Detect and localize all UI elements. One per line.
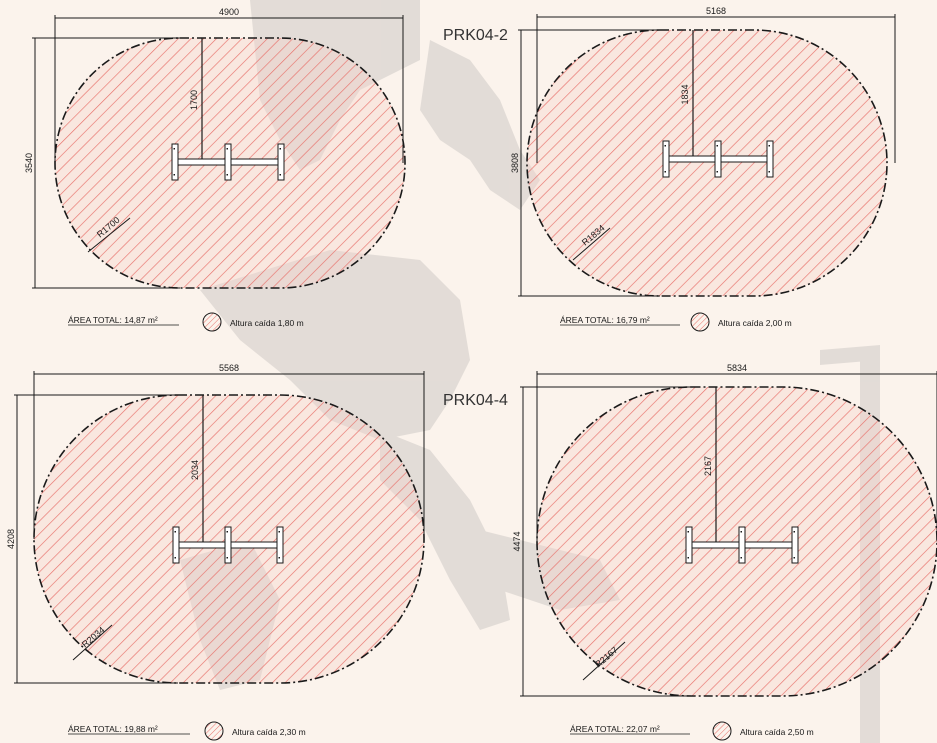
area-total-label: ÁREA TOTAL: 16,79 m² [560,315,650,325]
fall-height-label: Altura caída 2,50 m [740,727,814,737]
height-label: 4208 [6,529,16,549]
legend-hatch-icon [204,721,224,741]
radius-leader-line [72,624,113,661]
safety-zone-outline [526,29,888,297]
height-label: 3808 [510,153,520,173]
width-label: 5834 [727,363,747,373]
equipment-plan [171,143,285,181]
height-label: 3540 [24,153,34,173]
model-label-bottom: PRK04-4 [443,392,508,409]
area-total-label: ÁREA TOTAL: 19,88 m² [68,724,158,734]
radius-vertical-label: 2034 [190,460,200,480]
width-label: 4900 [219,7,239,17]
legend-hatch-icon [690,312,710,332]
model-label-top: PRK04-2 [443,27,508,44]
radius-vertical-label: 2167 [703,456,713,476]
height-label: 4474 [512,531,522,551]
equipment-plan [662,140,774,178]
equipment-plan [685,526,799,564]
radius-leader-line [87,217,131,253]
fall-height-label: Altura caída 2,00 m [718,318,792,328]
width-label: 5168 [706,6,726,16]
legend-hatch-icon [202,312,222,332]
width-label: 5568 [219,363,239,373]
fall-height-label: Altura caída 1,80 m [230,318,304,328]
area-total-label: ÁREA TOTAL: 22,07 m² [570,724,660,734]
equipment-plan [172,526,284,564]
radius-vertical-label: 1700 [189,90,199,110]
area-total-label: ÁREA TOTAL: 14,87 m² [68,315,158,325]
radius-vertical-label: 1834 [680,84,690,104]
radius-leader-line [572,227,611,261]
fall-height-label: Altura caída 2,30 m [232,727,306,737]
radius-leader-line [582,641,626,681]
legend-hatch-icon [712,721,732,741]
